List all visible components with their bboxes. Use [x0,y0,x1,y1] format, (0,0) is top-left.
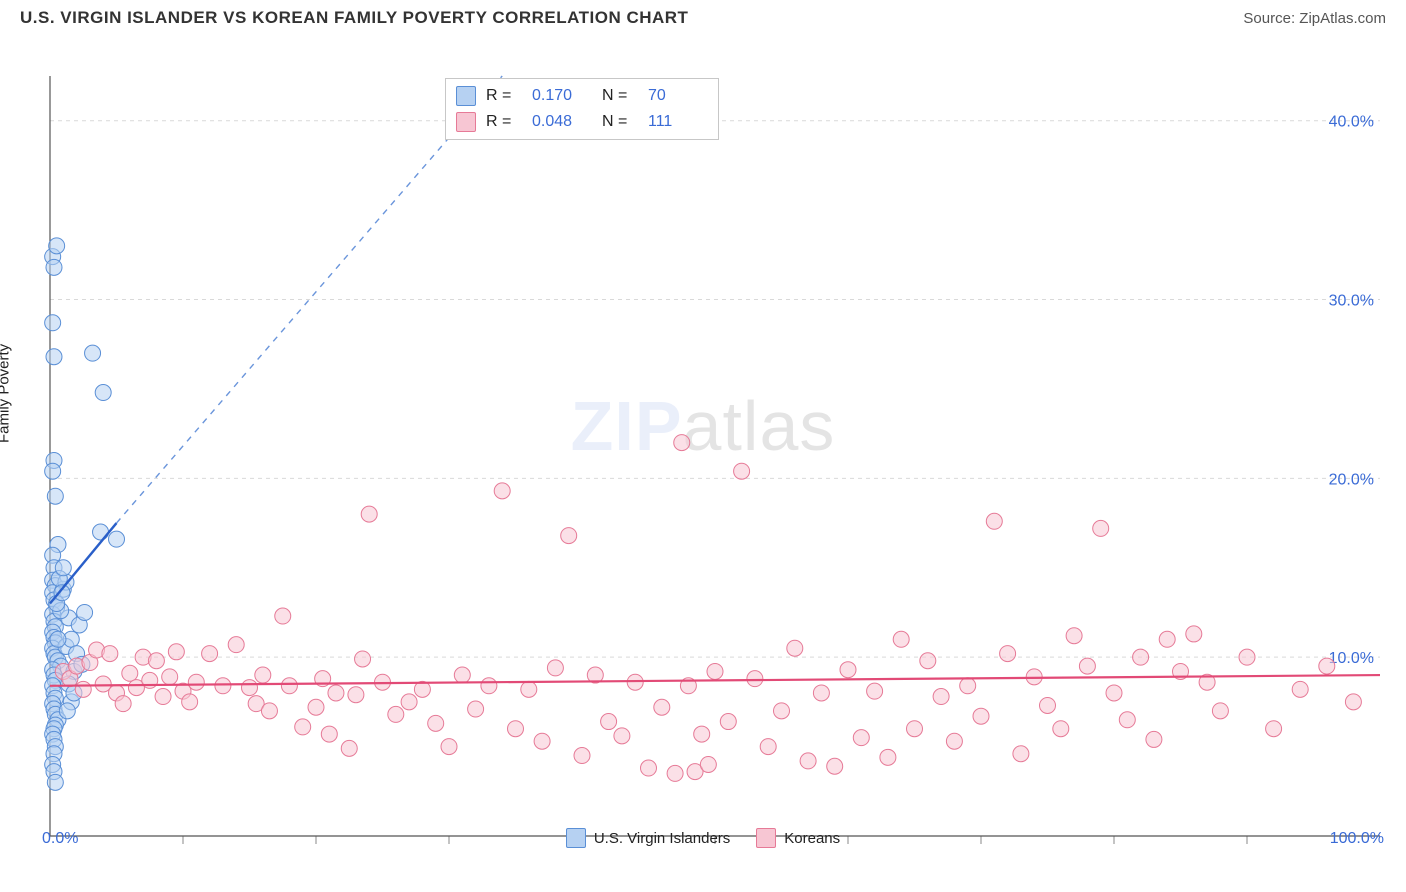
source-label: Source: ZipAtlas.com [1243,10,1386,27]
stats-row-usvi: R = 0.170 N = 70 [456,83,708,109]
swatch-usvi [566,828,586,848]
legend-item-korean: Koreans [756,828,840,848]
svg-text:30.0%: 30.0% [1329,293,1374,310]
legend-item-usvi: U.S. Virgin Islanders [566,828,730,848]
swatch-korean [456,112,476,132]
source-link[interactable]: ZipAtlas.com [1299,10,1386,27]
swatch-usvi [456,86,476,106]
chart-title: U.S. VIRGIN ISLANDER VS KOREAN FAMILY PO… [20,8,688,28]
svg-text:20.0%: 20.0% [1329,471,1374,488]
scatter-plot: 10.0% 20.0% 30.0% 40.0% [0,28,1406,858]
stats-row-korean: R = 0.048 N = 111 [456,109,708,135]
legend-bottom: U.S. Virgin Islanders Koreans [566,828,840,848]
svg-text:40.0%: 40.0% [1329,114,1374,131]
svg-text:10.0%: 10.0% [1329,650,1374,667]
swatch-korean [756,828,776,848]
stats-legend: R = 0.170 N = 70 R = 0.048 N = 111 [445,78,719,140]
